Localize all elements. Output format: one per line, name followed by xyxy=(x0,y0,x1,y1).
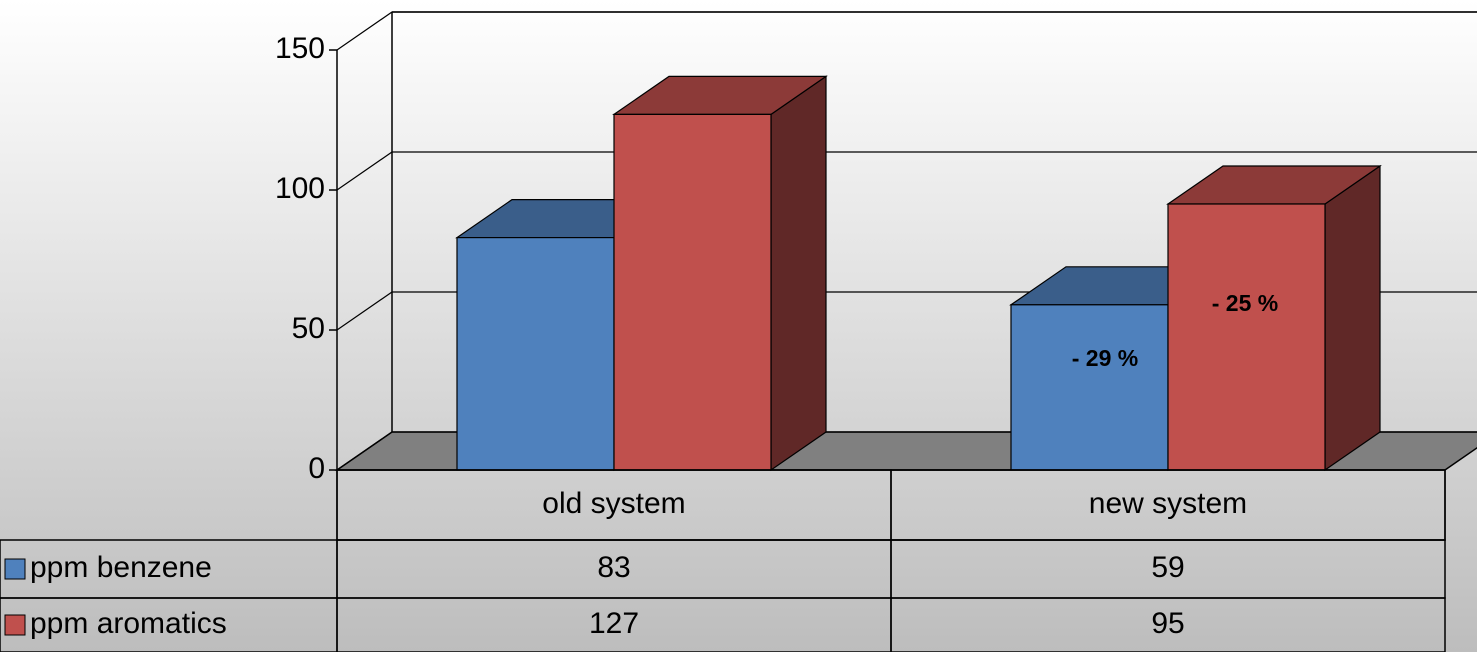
y-tick-label: 100 xyxy=(275,172,325,205)
legend-swatch xyxy=(4,614,26,636)
legend-label: ppm benzene xyxy=(30,551,212,584)
y-tick-label: 150 xyxy=(275,32,325,65)
bar xyxy=(1010,304,1169,471)
bar xyxy=(613,113,772,471)
grid: 0 50 100 150 xyxy=(275,11,1477,485)
bar xyxy=(456,237,615,471)
table-value: 127 xyxy=(589,607,639,640)
grid-line xyxy=(336,11,1477,51)
x-tick-label: old system xyxy=(542,487,685,520)
annotation: - 25 % xyxy=(1212,290,1278,316)
table-value: 59 xyxy=(1151,551,1184,584)
table-value: 95 xyxy=(1151,607,1184,640)
legend-swatch xyxy=(4,558,26,580)
bar xyxy=(1167,203,1326,471)
table-value: 83 xyxy=(597,551,630,584)
data-table: old system new system ppm benzene 83 59 ppm a… xyxy=(0,469,1446,652)
y-tick-label: 50 xyxy=(292,312,325,345)
bars xyxy=(455,75,1382,472)
x-tick-label: new system xyxy=(1089,487,1247,520)
y-tick-label: 0 xyxy=(308,452,325,485)
annotation: - 29 % xyxy=(1072,345,1138,371)
grid-line xyxy=(336,151,1477,191)
table-cell xyxy=(890,597,1446,652)
legend-label: ppm aromatics xyxy=(30,607,227,640)
bar-side xyxy=(770,75,827,472)
bar-side xyxy=(1324,164,1381,472)
